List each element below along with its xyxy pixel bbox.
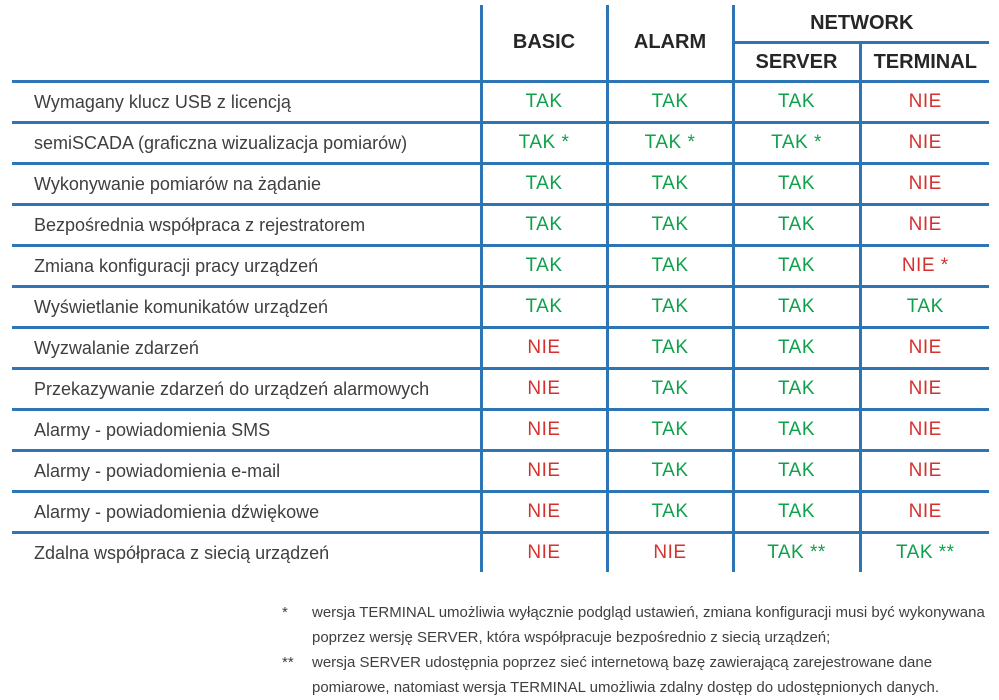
table-body: Wymagany klucz USB z licencją TAK TAK TA…	[12, 81, 990, 572]
value-server: TAK	[731, 204, 860, 247]
value-terminal: NIE	[858, 368, 990, 411]
feature-label: Zmiana konfiguracji pracy urządzeń	[12, 245, 481, 288]
feature-label: Bezpośrednia współpraca z rejestratorem	[12, 204, 481, 247]
value-terminal: NIE	[858, 122, 990, 165]
value-terminal: NIE	[858, 163, 990, 206]
value-server: TAK	[731, 286, 860, 329]
column-header-server: SERVER	[731, 42, 860, 83]
feature-comparison-table: BASIC ALARM NETWORK SERVER TERMINAL Wyma…	[12, 5, 990, 572]
table-header: BASIC ALARM NETWORK SERVER TERMINAL	[12, 5, 990, 83]
value-server: TAK	[731, 368, 860, 411]
value-terminal: NIE	[858, 81, 990, 124]
footnote-text: wersja SERVER udostępnia poprzez sieć in…	[312, 654, 939, 696]
table-row: Alarmy - powiadomienia SMS NIE TAK TAK N…	[12, 409, 990, 452]
table-row: Wyświetlanie komunikatów urządzeń TAK TA…	[12, 286, 990, 329]
footnote-marker: **	[282, 654, 294, 671]
value-server: TAK	[731, 245, 860, 288]
value-alarm: TAK	[605, 491, 733, 534]
footnote-text: wersja TERMINAL umożliwia wyłącznie podg…	[312, 604, 985, 646]
value-server: TAK	[731, 163, 860, 206]
value-basic: NIE	[479, 327, 607, 370]
value-terminal: NIE	[858, 450, 990, 493]
table-row: Zmiana konfiguracji pracy urządzeń TAK T…	[12, 245, 990, 288]
value-alarm: TAK	[605, 245, 733, 288]
value-basic: TAK	[479, 286, 607, 329]
column-header-terminal: TERMINAL	[858, 42, 990, 83]
value-basic: TAK	[479, 204, 607, 247]
value-basic: TAK	[479, 81, 607, 124]
column-header-alarm: ALARM	[605, 5, 733, 83]
value-alarm: TAK	[605, 368, 733, 411]
table-row: Zdalna współpraca z siecią urządzeń NIE …	[12, 532, 990, 572]
value-alarm: TAK	[605, 409, 733, 452]
value-alarm: TAK *	[605, 122, 733, 165]
value-server: TAK *	[731, 122, 860, 165]
value-terminal: NIE *	[858, 245, 990, 288]
feature-label: Alarmy - powiadomienia SMS	[12, 409, 481, 452]
feature-label: Alarmy - powiadomienia e-mail	[12, 450, 481, 493]
feature-label: Alarmy - powiadomienia dźwiękowe	[12, 491, 481, 534]
footnote: ** wersja SERVER udostępnia poprzez sieć…	[276, 650, 988, 700]
value-alarm: TAK	[605, 450, 733, 493]
table-row: Wymagany klucz USB z licencją TAK TAK TA…	[12, 81, 990, 124]
table-row: Bezpośrednia współpraca z rejestratorem …	[12, 204, 990, 247]
value-terminal: NIE	[858, 409, 990, 452]
footnote-marker: *	[282, 604, 288, 621]
value-terminal: NIE	[858, 204, 990, 247]
value-terminal: NIE	[858, 327, 990, 370]
value-basic: NIE	[479, 368, 607, 411]
value-alarm: NIE	[605, 532, 733, 572]
header-blank-cell	[12, 5, 481, 83]
table-row: semiSCADA (graficzna wizualizacja pomiar…	[12, 122, 990, 165]
value-alarm: TAK	[605, 327, 733, 370]
value-server: TAK	[731, 327, 860, 370]
value-server: TAK	[731, 450, 860, 493]
feature-label: Przekazywanie zdarzeń do urządzeń alarmo…	[12, 368, 481, 411]
value-alarm: TAK	[605, 163, 733, 206]
column-header-basic: BASIC	[479, 5, 607, 83]
value-basic: TAK *	[479, 122, 607, 165]
value-basic: NIE	[479, 450, 607, 493]
value-terminal: TAK	[858, 286, 990, 329]
feature-label: Wymagany klucz USB z licencją	[12, 81, 481, 124]
column-header-network: NETWORK	[731, 5, 990, 44]
value-basic: NIE	[479, 491, 607, 534]
feature-label: Wykonywanie pomiarów na żądanie	[12, 163, 481, 206]
value-basic: NIE	[479, 409, 607, 452]
value-alarm: TAK	[605, 204, 733, 247]
footnotes: * wersja TERMINAL umożliwia wyłącznie po…	[276, 600, 988, 700]
value-terminal: NIE	[858, 491, 990, 534]
value-alarm: TAK	[605, 81, 733, 124]
footnote: * wersja TERMINAL umożliwia wyłącznie po…	[276, 600, 988, 650]
table-row: Przekazywanie zdarzeń do urządzeń alarmo…	[12, 368, 990, 411]
feature-label: Zdalna współpraca z siecią urządzeń	[34, 542, 330, 563]
value-server: TAK **	[731, 532, 860, 572]
table-row: Wyzwalanie zdarzeń NIE TAK TAK NIE	[12, 327, 990, 370]
value-basic: TAK	[479, 163, 607, 206]
feature-label: Wyświetlanie komunikatów urządzeń	[12, 286, 481, 329]
value-server: TAK	[731, 409, 860, 452]
value-server: TAK	[731, 491, 860, 534]
value-alarm: TAK	[605, 286, 733, 329]
table-row: Alarmy - powiadomienia e-mail NIE TAK TA…	[12, 450, 990, 493]
value-server: TAK	[731, 81, 860, 124]
table-row: Wykonywanie pomiarów na żądanie TAK TAK …	[12, 163, 990, 206]
value-basic: TAK	[479, 245, 607, 288]
feature-label: semiSCADA (graficzna wizualizacja pomiar…	[12, 122, 481, 165]
table-row: Alarmy - powiadomienia dźwiękowe NIE TAK…	[12, 491, 990, 534]
feature-label: Wyzwalanie zdarzeń	[12, 327, 481, 370]
value-basic: NIE	[479, 532, 607, 572]
value-terminal: TAK **	[858, 532, 990, 572]
